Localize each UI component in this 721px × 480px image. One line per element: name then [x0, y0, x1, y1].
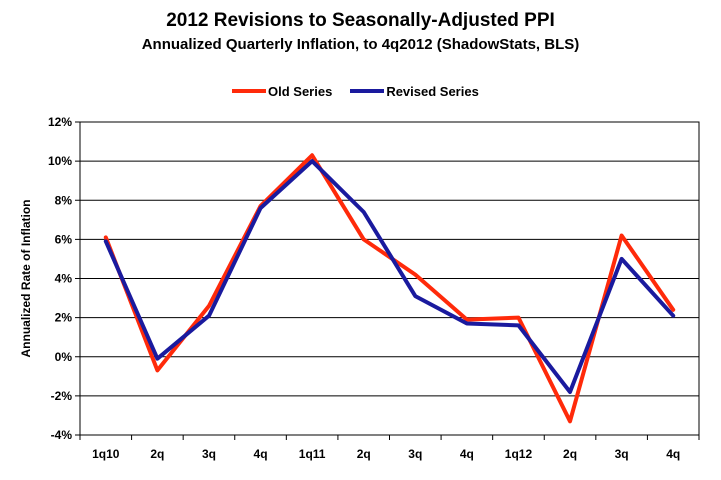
y-tick-label: -4% [51, 428, 73, 442]
x-tick-label: 2q [357, 447, 371, 461]
gridlines [80, 121, 699, 436]
x-tick-label: 1q12 [505, 447, 533, 461]
chart-subtitle: Annualized Quarterly Inflation, to 4q201… [141, 36, 580, 53]
x-axis-ticks: 1q10 2q 3q 4q 1q11 2q 3q 4q 1q12 2q 3q 4q [79, 435, 700, 461]
x-tick-label: 3q [615, 447, 629, 461]
x-tick-label: 3q [408, 447, 422, 461]
y-tick-label: 6% [55, 232, 73, 246]
legend-swatch-revised-series [350, 89, 385, 93]
x-tick-label: 4q [254, 447, 268, 461]
y-axis-ticks: 12% 10% 8% 6% 4% 2% 0% -2% -4% [48, 115, 80, 442]
legend: Old Series Revised Series [232, 80, 479, 102]
series-layer [103, 153, 676, 424]
y-tick-label: 10% [48, 154, 72, 168]
y-tick-label: 4% [55, 272, 73, 286]
y-tick-label: 8% [55, 193, 73, 207]
x-tick-label: 1q11 [299, 447, 326, 461]
legend-item-revised: Revised Series [350, 84, 479, 99]
y-tick-label: 0% [55, 350, 73, 364]
legend-label-revised-series: Revised Series [386, 83, 479, 99]
x-tick-label: 2q [150, 447, 164, 461]
series-line-old-series [103, 153, 676, 424]
y-tick-label: 2% [55, 311, 73, 325]
series-line-revised-series [103, 159, 676, 394]
x-tick-label: 4q [666, 447, 680, 461]
legend-label-old-series: Old Series [268, 83, 333, 99]
x-tick-label: 3q [202, 447, 216, 461]
legend-swatch-old-series [232, 89, 266, 93]
chart-title: 2012 Revisions to Seasonally-Adjusted PP… [166, 10, 555, 31]
x-tick-label: 1q10 [92, 447, 120, 461]
x-tick-label: 2q [563, 447, 577, 461]
y-axis-label: Annualized Rate of Inflation [19, 200, 33, 358]
y-tick-label: -2% [51, 389, 73, 403]
y-tick-label: 12% [48, 115, 72, 129]
legend-item-old: Old Series [232, 84, 332, 99]
x-tick-label: 4q [460, 447, 474, 461]
